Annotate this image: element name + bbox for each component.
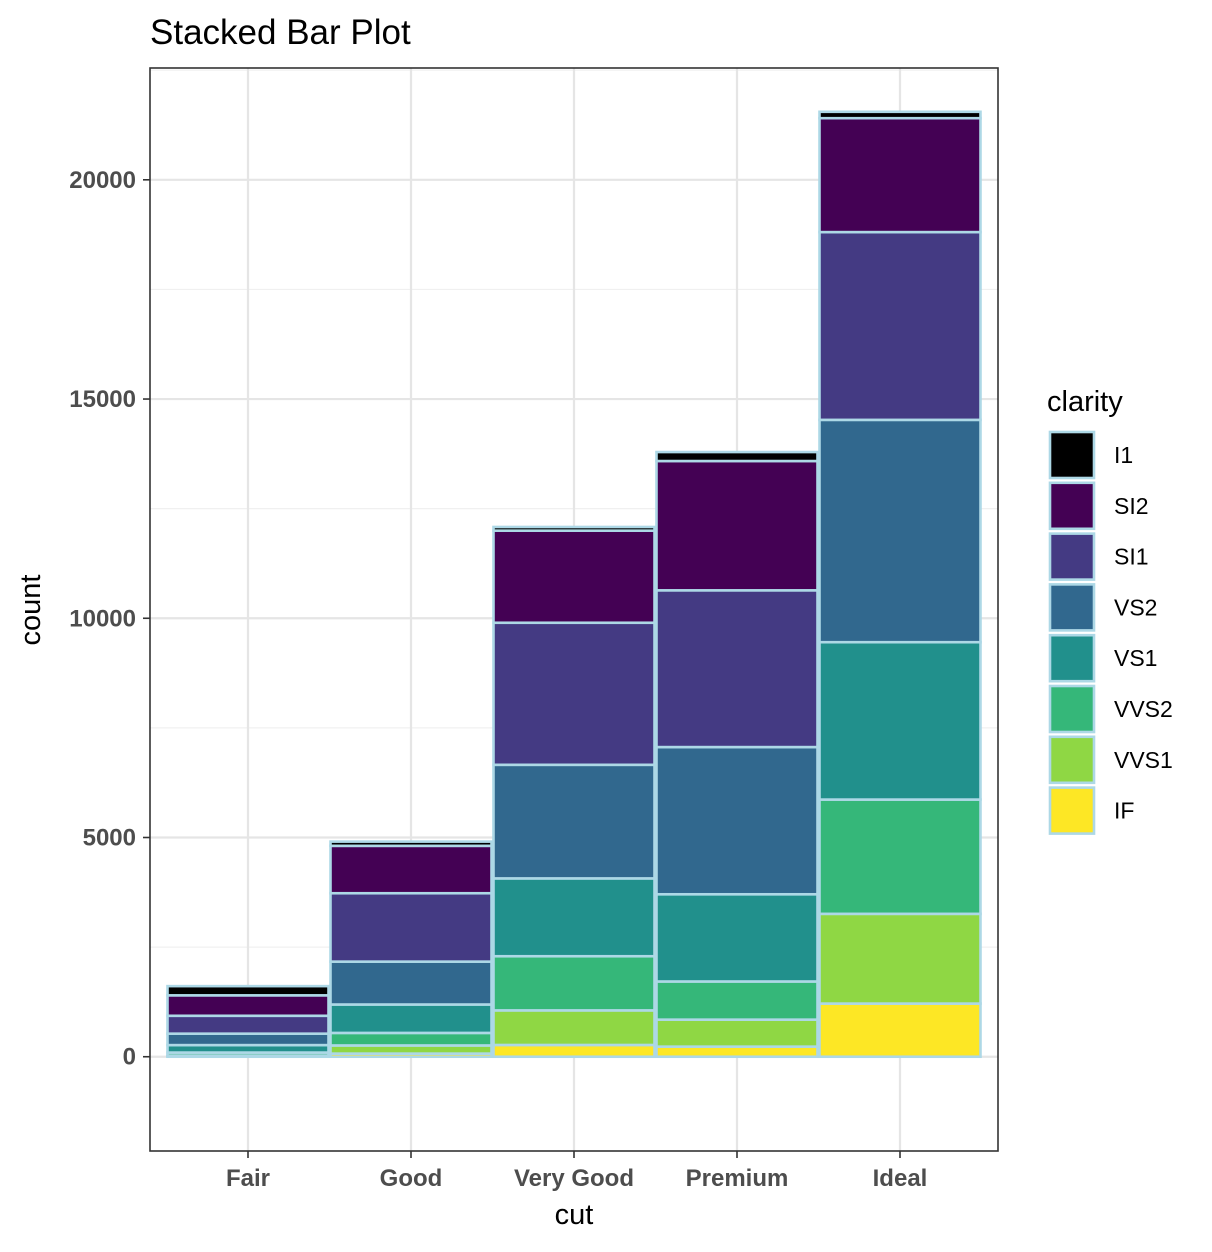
bar-segment — [820, 914, 981, 1004]
bar-segment — [820, 420, 981, 642]
bar-segment — [820, 800, 981, 914]
y-tick-label: 5000 — [83, 825, 136, 852]
legend-swatch — [1050, 432, 1094, 478]
bar-segment — [657, 452, 818, 461]
bar-segment — [657, 981, 818, 1019]
bar-segment — [494, 1010, 655, 1045]
legend-swatch — [1050, 788, 1094, 834]
bar-segment — [494, 531, 655, 623]
bar-segment — [494, 527, 655, 531]
x-tick-label: Ideal — [873, 1165, 928, 1192]
bar-segment — [331, 893, 492, 961]
bar-segment — [657, 461, 818, 590]
bar-segment — [494, 1045, 655, 1057]
y-tick-label: 10000 — [69, 605, 136, 632]
legend-label: SI1 — [1114, 544, 1149, 570]
legend-label: VS2 — [1114, 594, 1157, 620]
bar-segment — [168, 986, 329, 995]
bar-segment — [820, 112, 981, 118]
bar-segment — [168, 1034, 329, 1045]
bar-segment — [657, 1020, 818, 1047]
bar-segment — [494, 956, 655, 1010]
bar-segment — [494, 623, 655, 765]
bar-segment — [331, 962, 492, 1005]
bar-segment — [820, 642, 981, 799]
legend-label: I1 — [1114, 442, 1133, 468]
bar-segment — [820, 1004, 981, 1057]
bar-segment — [168, 995, 329, 1015]
legend-label: VVS2 — [1114, 696, 1173, 722]
bar-segment — [820, 232, 981, 420]
legend-label: VS1 — [1114, 645, 1157, 671]
y-tick-label: 15000 — [69, 386, 136, 413]
x-tick-label: Fair — [226, 1165, 270, 1192]
bar-segment — [331, 846, 492, 893]
legend-swatch — [1050, 534, 1094, 580]
bar-segment — [657, 590, 818, 747]
bar-segment — [494, 765, 655, 879]
y-axis-title: count — [15, 575, 47, 646]
legend-label: VVS1 — [1114, 747, 1173, 773]
legend-swatch — [1050, 737, 1094, 783]
bar-segment — [331, 842, 492, 846]
legend-title: clarity — [1047, 386, 1123, 418]
legend-swatch — [1050, 686, 1094, 732]
x-tick-label: Premium — [686, 1165, 789, 1192]
legend-label: IF — [1114, 798, 1134, 824]
bar-segment — [168, 1016, 329, 1034]
bar-segment — [657, 894, 818, 981]
x-tick-label: Very Good — [514, 1165, 634, 1192]
legend-label: SI2 — [1114, 493, 1149, 519]
bar-segment — [820, 118, 981, 232]
legend-swatch — [1050, 584, 1094, 630]
bar-segment — [331, 1033, 492, 1046]
bar-segment — [657, 1047, 818, 1057]
x-axis-title: cut — [555, 1199, 594, 1231]
bar-segment — [331, 1005, 492, 1033]
legend-swatch — [1050, 483, 1094, 529]
x-tick-label: Good — [380, 1165, 443, 1192]
chart-title: Stacked Bar Plot — [150, 13, 411, 52]
y-tick-label: 0 — [123, 1044, 136, 1071]
legend-swatch — [1050, 635, 1094, 681]
bar-segment — [494, 878, 655, 956]
y-tick-label: 20000 — [69, 167, 136, 194]
bar-segment — [657, 747, 818, 894]
